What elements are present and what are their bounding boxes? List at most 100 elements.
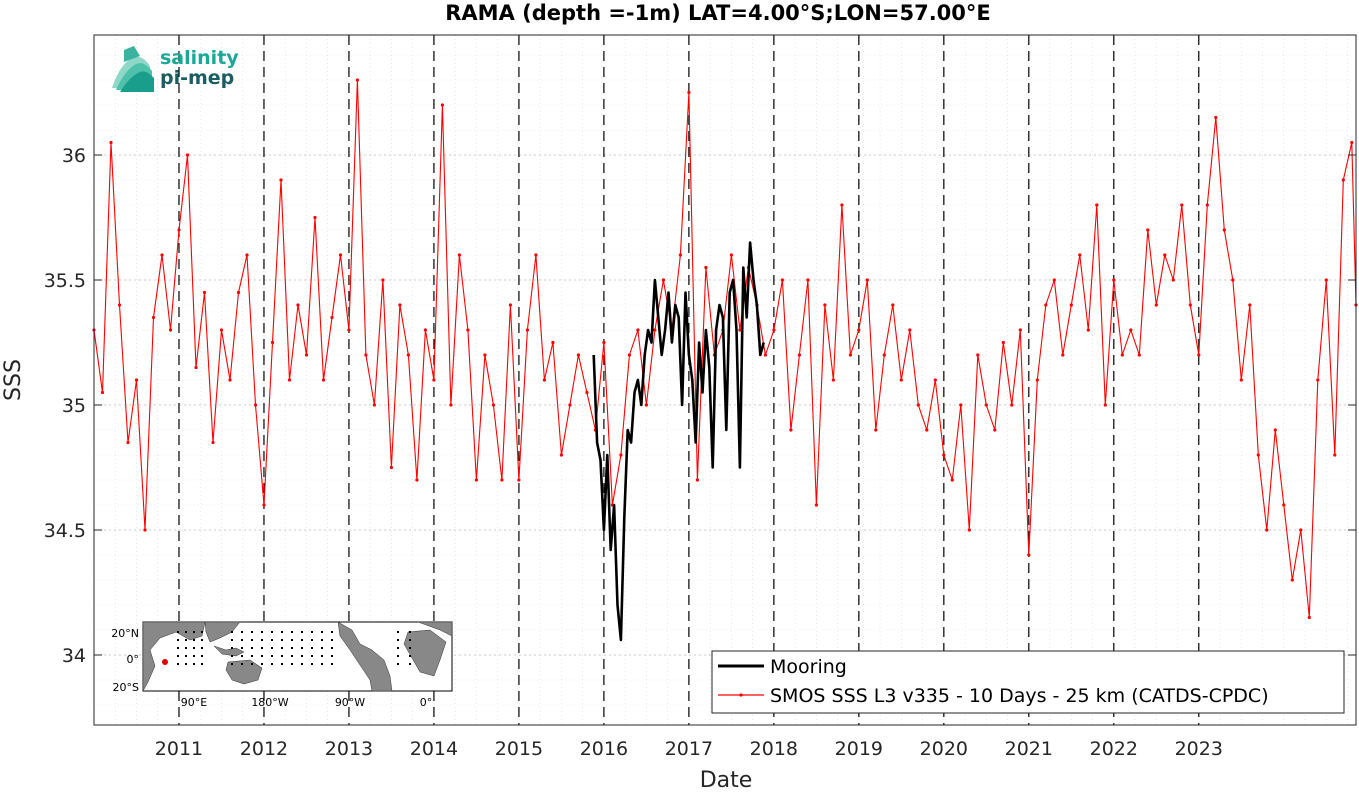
series-point-smos [415,478,419,482]
inset-dot [251,663,253,665]
inset-dot [301,663,303,665]
x-tick-label: 2016 [580,738,628,760]
series-point-smos [270,340,275,345]
series-point-smos [525,328,530,332]
series-point-smos [959,403,963,407]
inset-dot [321,631,323,633]
series-point-smos [687,90,691,95]
series-point-smos [474,478,478,482]
legend-label-mooring: Mooring [770,656,847,678]
inset-lon-label: 180°W [251,696,288,709]
inset-dot [261,631,263,633]
x-tick-label: 2017 [665,738,713,760]
series-point-smos [857,328,861,332]
inset-dot [331,655,333,657]
inset-dot [331,639,333,641]
inset-dot [201,639,203,641]
inset-dot [409,639,411,641]
inset-dot [251,631,253,633]
inset-dot [271,647,273,649]
series-point-smos [432,378,436,382]
series-point-smos [1103,403,1107,407]
inset-land-masses [142,621,453,692]
x-axis-ticks: 2011 2012 2013 2014 2015 2016 2017 2018 2019 2020… [155,738,1223,760]
series-point-smos [134,378,139,382]
x-tick-label: 2012 [240,738,288,760]
series-point-smos [228,378,232,382]
inset-dot [177,639,179,641]
inset-lat-label: 20°N [111,627,139,640]
series-point-smos [559,453,564,457]
logo-line1: salinity [160,47,239,69]
series-point-smos [236,290,241,295]
series-point-smos [117,303,122,307]
series-point-smos [372,403,376,407]
inset-dot [251,655,253,657]
inset-dot [301,639,303,641]
series-point-smos [1265,528,1269,532]
series-point-smos [534,253,538,257]
series-point-smos [823,303,827,307]
series-point-smos [500,478,504,482]
series-point-smos [202,290,207,295]
series-point-smos [296,303,300,307]
inset-dot [321,655,323,657]
inset-dot [177,631,179,633]
series-point-smos [542,378,547,382]
series-point-smos [1171,278,1175,282]
series-point-smos [423,328,427,332]
inset-dot [241,655,243,657]
series-point-smos [789,428,793,432]
inset-dot [311,663,313,665]
series-point-smos [262,503,266,507]
series-point-smos [1248,303,1252,307]
inset-dot [185,647,187,649]
series-point-smos [636,328,640,332]
inset-dot [261,655,263,657]
series-point-smos [704,265,708,270]
series-point-smos [1112,278,1116,282]
y-tick-label: 34 [62,645,86,667]
series-point-smos [389,465,393,470]
series-point-smos [347,328,351,332]
series-point-smos [109,140,113,145]
inset-dot [311,639,313,641]
inset-dot [311,655,313,657]
series-line-smos [93,79,1357,619]
inset-dot [311,647,313,649]
series-point-smos [194,365,198,370]
series-point-smos [517,478,521,482]
series-point-smos [1333,453,1337,457]
inset-dot [241,639,243,641]
series-point-smos [1001,340,1005,345]
series-point-smos [491,403,495,407]
inset-lon-label: 90°W [335,696,365,709]
inset-dot [311,631,313,633]
legend-box [711,650,1345,714]
inset-dot [185,663,187,665]
series-point-smos [381,278,385,282]
x-tick-label: 2014 [410,738,458,760]
inset-dot [231,639,233,641]
series-point-smos [508,303,512,307]
series-point-smos [967,528,971,532]
series-point-smos [1129,328,1133,332]
inset-dot [261,639,263,641]
series-point-smos [806,278,810,282]
inset-dot [291,631,293,633]
inset-dot [301,647,303,649]
series-point-smos [483,353,487,357]
series-point-smos [891,303,895,307]
series-point-smos [848,353,853,357]
series-point-smos [1324,278,1328,282]
inset-dot [331,647,333,649]
series-point-smos [1282,503,1286,507]
series-point-smos [780,278,785,282]
legend: Mooring SMOS SSS L3 v335 - 10 Days - 25 … [711,650,1345,714]
inset-dot [281,647,283,649]
series-point-smos [253,403,258,407]
inset-dot [281,639,283,641]
inset-dot [241,647,243,649]
series-point-smos [551,340,555,345]
